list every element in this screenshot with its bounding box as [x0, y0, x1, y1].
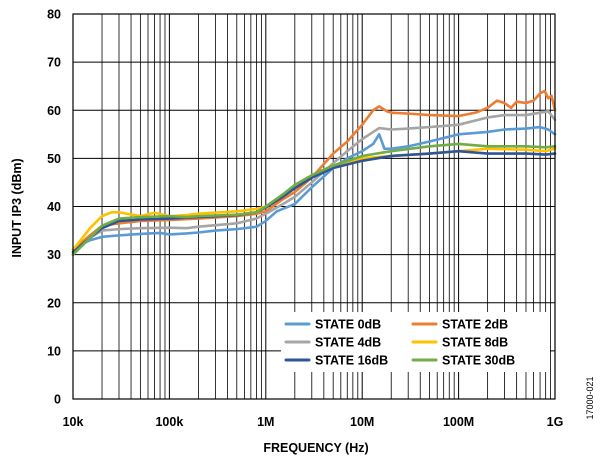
x-tick-label: 10k: [63, 415, 84, 429]
y-tick-labels: 0 10 20 30 40 50 60 70 80: [47, 8, 61, 407]
y-tick-label: 40: [47, 200, 61, 214]
series-layer: [71, 89, 557, 256]
y-tick-label: 0: [54, 393, 61, 407]
x-tick-label: 100M: [443, 415, 474, 429]
x-tick-label: 10M: [350, 415, 374, 429]
legend-label: STATE 0dB: [315, 318, 381, 332]
x-tick-labels: 10k 100k 1M 10M 100M 1G: [63, 415, 564, 429]
y-tick-label: 10: [47, 344, 61, 358]
series-line-state-4db: [71, 109, 557, 256]
y-tick-label: 60: [47, 104, 61, 118]
series-line-state-0db: [71, 125, 557, 256]
x-tick-label: 1G: [547, 415, 564, 429]
series-line-state-30db: [71, 142, 557, 256]
plot-border: [72, 13, 556, 400]
y-axis-title: INPUT IP3 (dBm): [10, 158, 24, 257]
x-tick-label: 100k: [155, 415, 183, 429]
legend: STATE 0dB STATE 2dB STATE 4dB STATE 8dB STAT…: [281, 312, 550, 372]
x-axis-title: FREQUENCY (Hz): [263, 441, 368, 455]
series-line-state-2db: [71, 89, 557, 252]
series-line-state-16db: [71, 149, 557, 254]
legend-label: STATE 30dB: [442, 354, 515, 368]
y-tick-label: 30: [47, 248, 61, 262]
y-tick-label: 50: [47, 152, 61, 166]
legend-label: STATE 8dB: [442, 336, 508, 350]
legend-label: STATE 16dB: [315, 354, 388, 368]
x-tick-label: 1M: [257, 415, 274, 429]
y-tick-label: 20: [47, 296, 61, 310]
legend-label: STATE 2dB: [442, 318, 508, 332]
figure-id: 17000-021: [585, 376, 595, 419]
legend-label: STATE 4dB: [315, 336, 381, 350]
y-tick-label: 70: [47, 56, 61, 70]
plot-frame: [72, 13, 556, 400]
y-tick-label: 80: [47, 8, 61, 22]
